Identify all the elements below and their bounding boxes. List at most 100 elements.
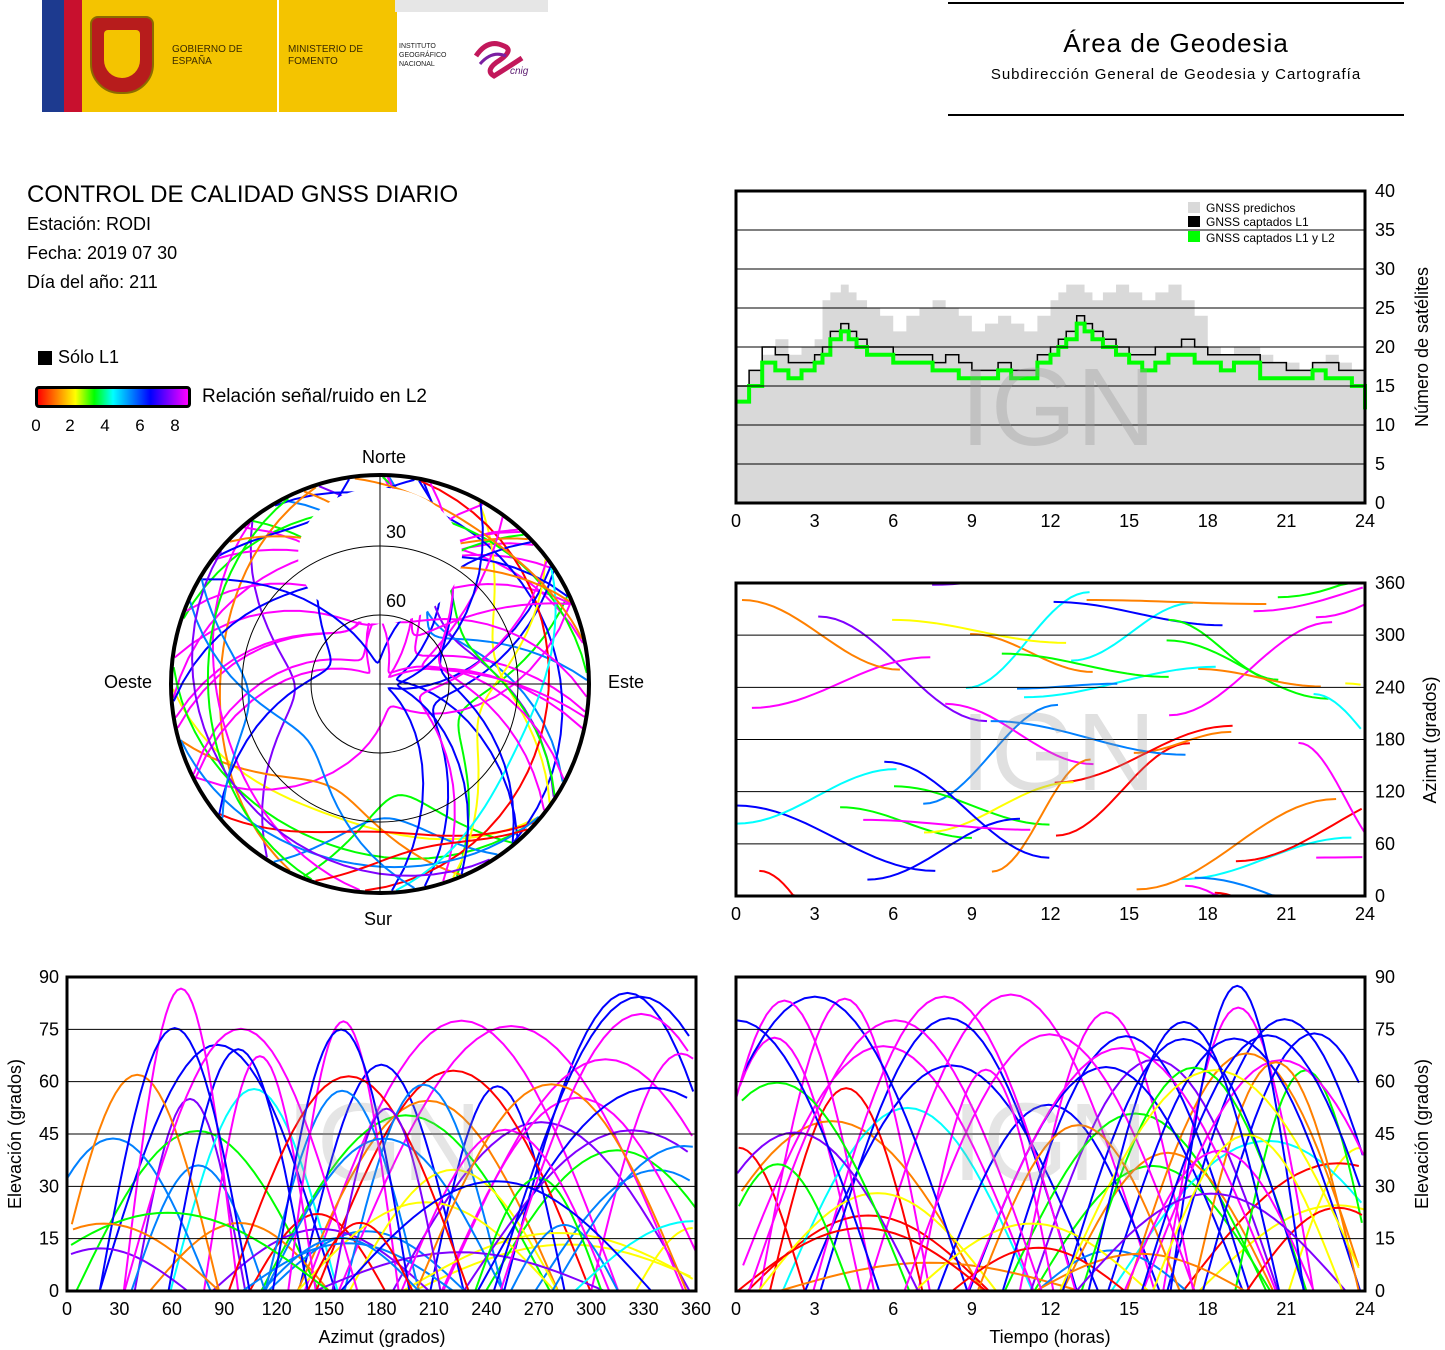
- elevation-azimuth-track: [509, 1223, 619, 1292]
- skyplot-track: [273, 817, 498, 863]
- elevation-time-track: [742, 1045, 1035, 1292]
- sat-ytick-40: 40: [1375, 181, 1395, 201]
- elaz-ytick-15: 15: [39, 1229, 59, 1249]
- elevation-time-tracks: [735, 984, 1365, 1292]
- elevation-time-track: [1125, 1052, 1360, 1292]
- sat-xtick-24: 24: [1355, 511, 1375, 531]
- series-l1-line: [736, 315, 1366, 394]
- azimuth-track: [884, 760, 1050, 859]
- elt-ytick-90: 90: [1375, 967, 1395, 987]
- azimuth-track: [735, 804, 936, 872]
- sat-ytick-10: 10: [1375, 415, 1395, 435]
- elevation-time-track: [768, 1087, 924, 1292]
- series-predicted-area: [736, 284, 1365, 503]
- elevation-azimuth-track: [248, 1212, 387, 1292]
- elevation-azimuth-track: [169, 1087, 339, 1292]
- elevation-time-track: [966, 1046, 1277, 1292]
- sat-ytick-25: 25: [1375, 298, 1395, 318]
- elevation-time-track: [1033, 1164, 1272, 1292]
- elaz-xtick-90: 90: [214, 1299, 234, 1319]
- elaz-ytick-45: 45: [39, 1124, 59, 1144]
- elt-xtick-3: 3: [810, 1299, 820, 1319]
- sat-xtick-3: 3: [810, 511, 820, 531]
- azimuth-track: [1313, 693, 1362, 730]
- skyplot-track: [364, 480, 551, 892]
- azimuth-track: [1235, 807, 1363, 863]
- azimuth-time-yticks: 0 60 120 180 240 300 360: [1375, 573, 1405, 906]
- legend-l1l2-label: GNSS captados L1 y L2: [1206, 231, 1335, 245]
- logo-gray-strip: [395, 0, 548, 12]
- sat-ytick-5: 5: [1375, 454, 1385, 474]
- snr-tick-6: 6: [135, 416, 145, 435]
- series-l1l2-line: [736, 321, 1367, 410]
- azimuth-track: [945, 702, 1094, 766]
- skyplot-track: [396, 503, 484, 875]
- elevation-time-track: [1110, 1139, 1363, 1292]
- sat-ytick-30: 30: [1375, 259, 1395, 279]
- watermark-sat: IGN: [960, 346, 1156, 469]
- elevation-azimuth-track: [122, 987, 240, 1292]
- watermark-elaz: IGN: [286, 1081, 482, 1204]
- elevation-azimuth-track: [343, 1083, 504, 1292]
- elevation-azimuth-ylabel: Elevación (grados): [5, 1059, 25, 1209]
- watermark-elt: IGN: [952, 1081, 1148, 1204]
- report-info: CONTROL DE CALIDAD GNSS DIARIO Estación:…: [27, 180, 458, 297]
- elevation-azimuth-track: [261, 1236, 420, 1292]
- elt-xtick-18: 18: [1198, 1299, 1218, 1319]
- elevation-azimuth-track: [260, 1114, 551, 1292]
- azimuth-track: [1277, 582, 1362, 599]
- snr-tick-2: 2: [65, 416, 75, 435]
- elevation-time-track: [976, 1124, 1181, 1292]
- elevation-azimuth-track: [413, 1243, 691, 1292]
- sat-ytick-15: 15: [1375, 376, 1395, 396]
- elaz-xtick-180: 180: [366, 1299, 396, 1319]
- elevation-time-track: [1140, 1034, 1362, 1292]
- elevation-time-track: [804, 1064, 1100, 1292]
- skyplot-track: [303, 794, 513, 878]
- elevation-time-track: [747, 1019, 1043, 1292]
- elt-xtick-9: 9: [967, 1299, 977, 1319]
- skyplot-track: [172, 688, 539, 841]
- elevation-time-track: [1191, 1061, 1360, 1292]
- az-xtick-21: 21: [1276, 904, 1296, 924]
- elevation-azimuth-track: [287, 1020, 400, 1292]
- elaz-ytick-90: 90: [39, 967, 59, 987]
- elt-xtick-15: 15: [1119, 1299, 1139, 1319]
- elevation-time-track: [1087, 1020, 1281, 1292]
- elevation-time-track: [865, 993, 1156, 1292]
- azimuth-track: [736, 768, 897, 825]
- azimuth-time-xticks: 0 3 6 9 12 15 18 21 24: [731, 904, 1375, 924]
- elevation-time-track: [1152, 1133, 1344, 1292]
- azimuth-track: [1253, 586, 1364, 613]
- sat-xtick-15: 15: [1119, 511, 1139, 531]
- elevation-time-track: [1201, 1032, 1360, 1292]
- elevation-time-track: [1075, 1192, 1347, 1292]
- azimuth-track: [1168, 618, 1279, 681]
- elevation-time-xlabel: Tiempo (horas): [989, 1327, 1110, 1347]
- elevation-azimuth-track: [348, 1168, 559, 1292]
- elevation-azimuth-track: [429, 1085, 566, 1292]
- legend-l1-label: GNSS captados L1: [1206, 215, 1309, 229]
- elevation-azimuth-track: [267, 1230, 466, 1292]
- sat-xtick-6: 6: [888, 511, 898, 531]
- elevation-azimuth-track: [551, 1144, 693, 1292]
- num-satellites-grid: [736, 229, 1365, 465]
- sat-xtick-0: 0: [731, 511, 741, 531]
- skyplot-track: [206, 497, 313, 881]
- skyplot-track: [315, 828, 528, 882]
- skyplot-track: [191, 550, 490, 877]
- elevation-azimuth-track: [70, 1211, 330, 1292]
- elevation-time-track: [737, 1227, 987, 1292]
- skyplot-track: [452, 559, 547, 879]
- azimuth-track: [1086, 599, 1267, 605]
- elevation-azimuth-yticks: 0 15 30 45 60 75 90: [39, 967, 59, 1301]
- snr-colorbar-label: Relación señal/ruido en L2: [202, 386, 427, 407]
- sat-ytick-0: 0: [1375, 493, 1385, 513]
- azimuth-track: [759, 869, 856, 897]
- elevation-time-track: [1287, 1146, 1362, 1292]
- skyplot-track: [218, 486, 317, 872]
- elevation-time-grid: [736, 1028, 1365, 1240]
- azimuth-track: [1315, 603, 1365, 619]
- sat-xtick-12: 12: [1040, 511, 1060, 531]
- azimuth-track: [1198, 668, 1321, 688]
